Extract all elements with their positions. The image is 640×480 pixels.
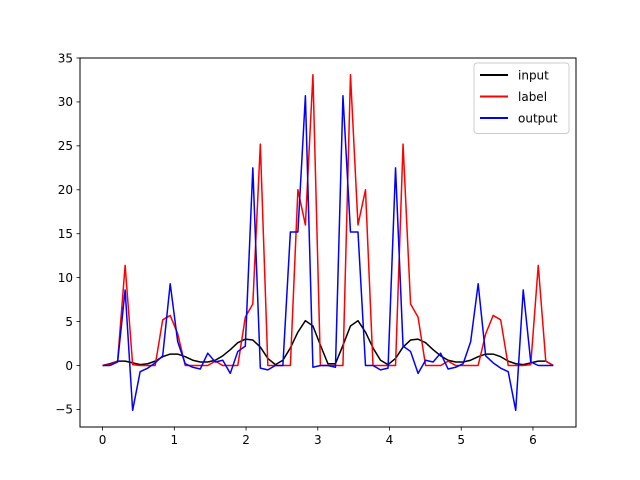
y-tick-label: 20 [58, 183, 73, 197]
x-tick-label: 3 [314, 433, 322, 447]
legend-label-output: output [518, 111, 558, 125]
y-tick-label: 30 [58, 95, 73, 109]
x-tick-label: 6 [529, 433, 537, 447]
legend-label-input: input [518, 68, 549, 82]
x-tick-label: 4 [386, 433, 394, 447]
series-line-input [102, 319, 554, 367]
series-line-output [102, 95, 554, 412]
x-tick-label: 0 [99, 433, 107, 447]
legend-label-label: label [518, 90, 547, 104]
x-tick-label: 1 [171, 433, 179, 447]
y-tick-label: 25 [58, 139, 73, 153]
x-tick-label: 5 [457, 433, 465, 447]
axes-layer: 0 1 2 3 4 5 6 −5 0 5 10 15 20 25 30 35 [55, 51, 536, 447]
legend: input label output [473, 62, 570, 134]
y-tick-label: −5 [55, 403, 73, 417]
y-tick-label: 10 [58, 271, 73, 285]
y-tick-label: 15 [58, 227, 73, 241]
y-tick-label: 0 [65, 359, 73, 373]
x-tick-label: 2 [242, 433, 250, 447]
y-tick-label: 35 [58, 51, 73, 65]
legend-box [473, 62, 570, 134]
series-layer [102, 73, 554, 412]
y-tick-label: 5 [65, 315, 73, 329]
plot-frame [79, 57, 577, 428]
